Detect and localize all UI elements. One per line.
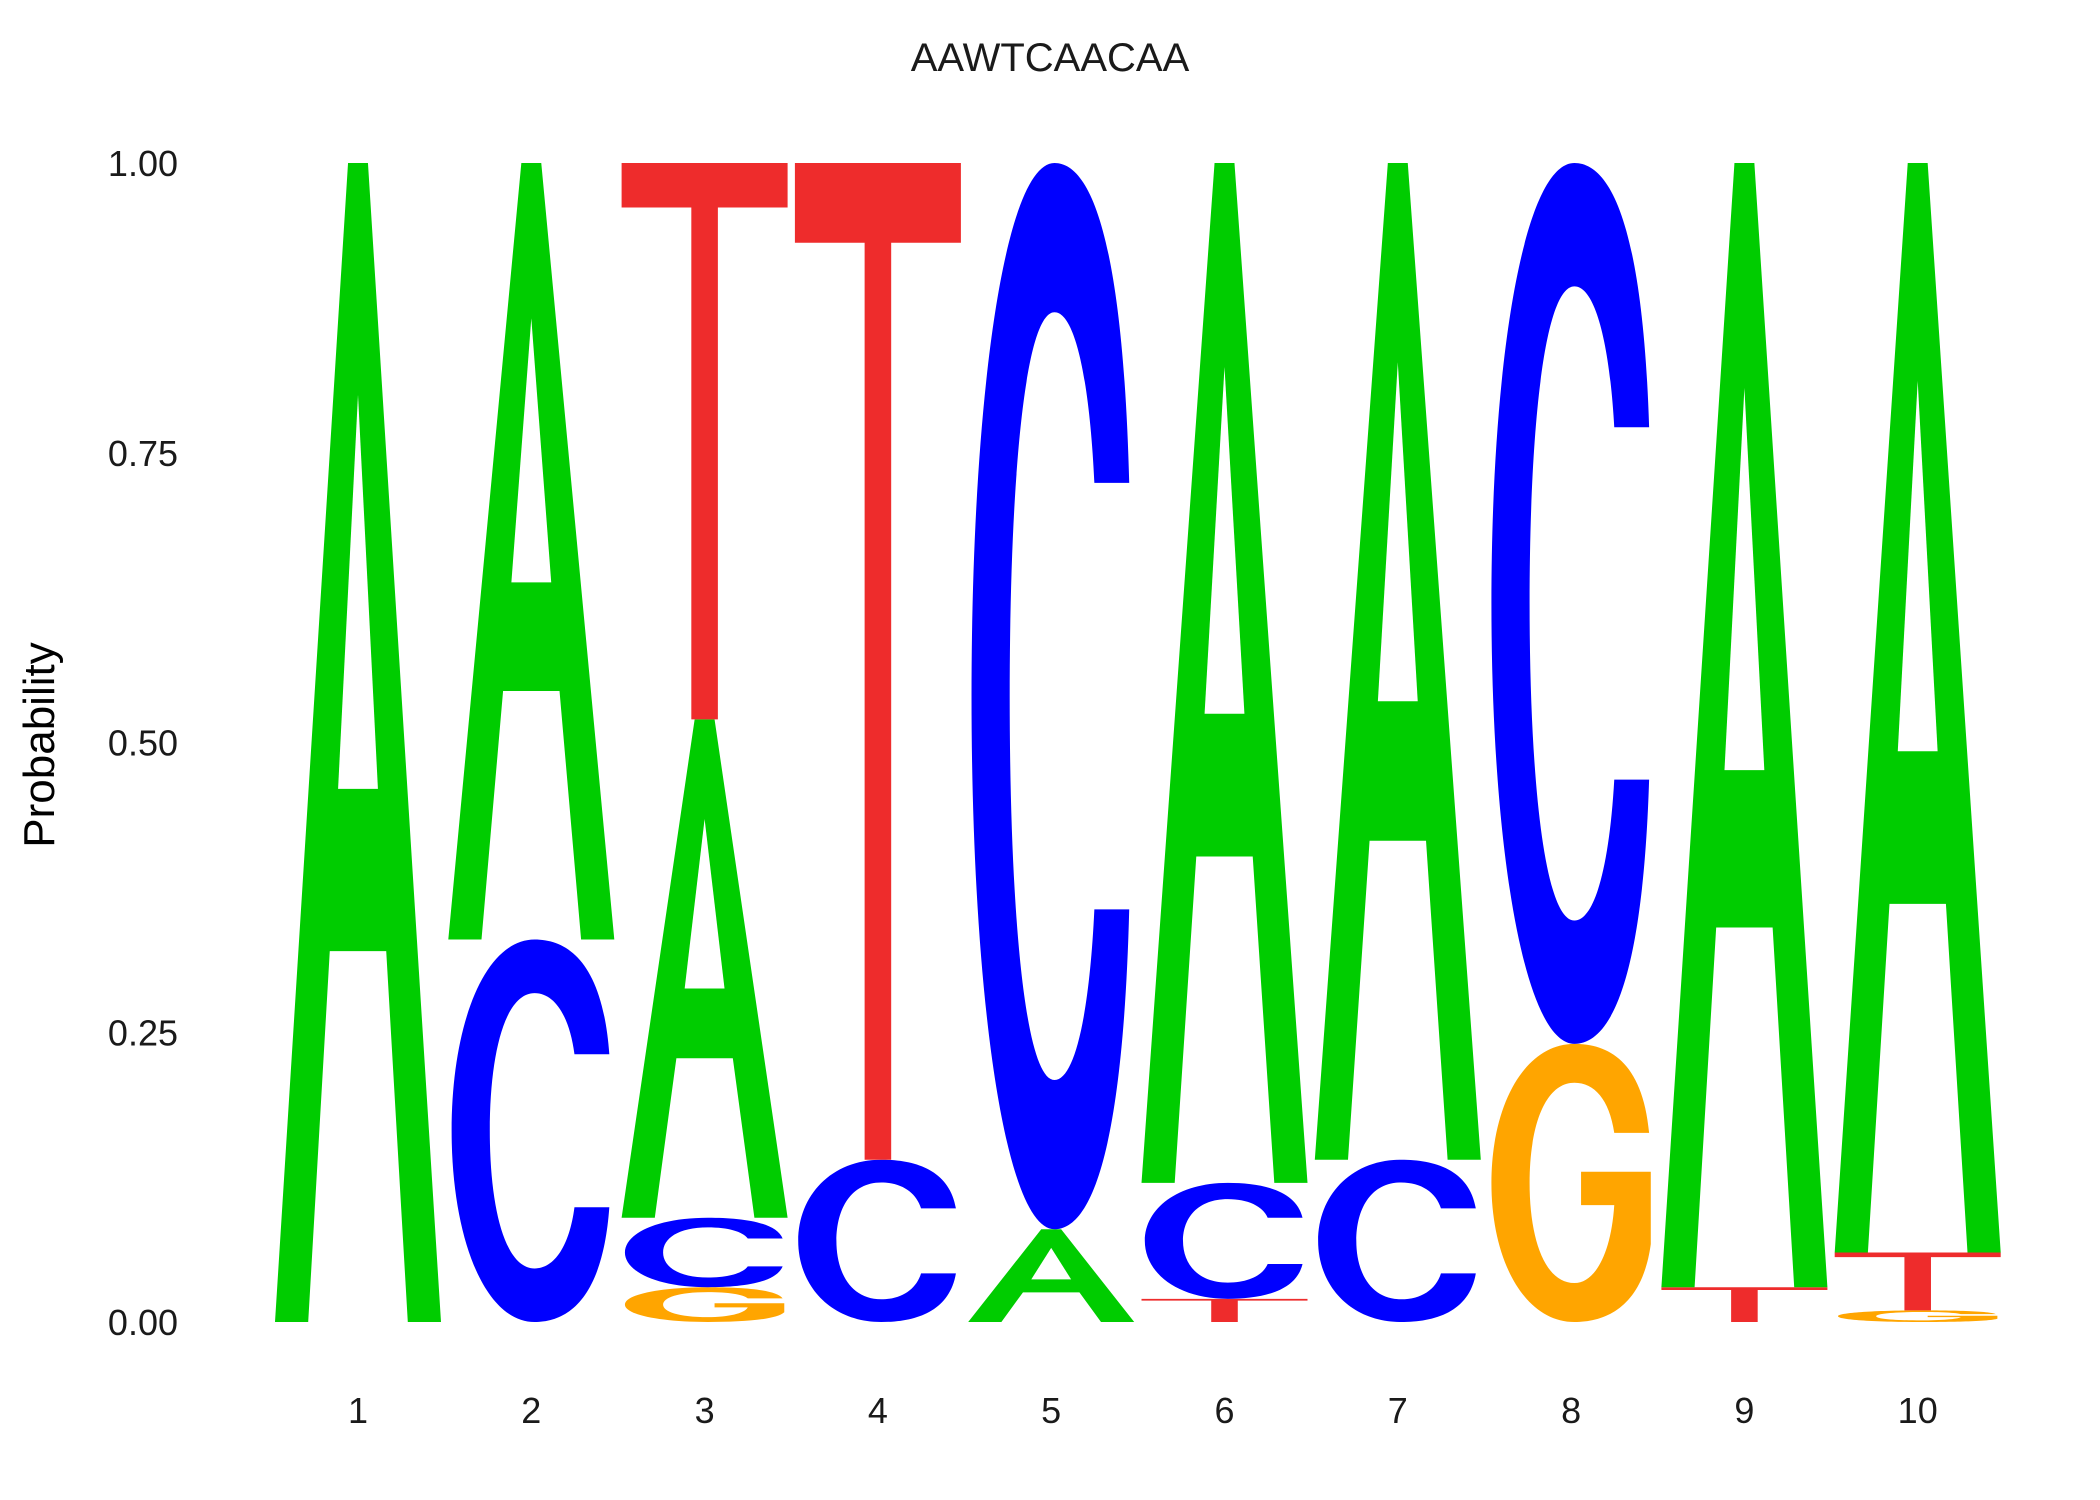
- y-tick-label: 0.50: [108, 723, 178, 764]
- glyph-layer: [275, 163, 2001, 1322]
- glyph-A-pos-7: [1315, 163, 1481, 1160]
- x-tick-label: 2: [521, 1390, 541, 1431]
- glyph-T-pos-6: [1142, 1299, 1308, 1322]
- y-tick-label: 0.25: [108, 1012, 178, 1053]
- glyph-C-pos-3: [625, 1218, 783, 1288]
- glyph-C-pos-5: [972, 163, 1130, 1229]
- glyph-G-pos-3: [625, 1287, 784, 1322]
- glyph-C-pos-7: [1318, 1160, 1476, 1322]
- glyph-A-pos-9: [1661, 163, 1827, 1287]
- glyph-T-pos-4: [795, 163, 961, 1160]
- glyph-T-pos-10: [1835, 1252, 2001, 1310]
- y-axis-ticks: 0.00 0.25 0.50 0.75 1.00: [108, 143, 178, 1343]
- glyph-A-pos-3: [622, 719, 788, 1217]
- glyph-A-pos-1: [275, 163, 441, 1322]
- glyph-T-pos-9: [1661, 1287, 1827, 1322]
- x-tick-label: 6: [1214, 1390, 1234, 1431]
- glyph-G-pos-10: [1838, 1310, 1997, 1322]
- glyph-A-pos-10: [1835, 163, 2001, 1252]
- glyph-T-pos-3: [622, 163, 788, 719]
- y-tick-label: 0.00: [108, 1302, 178, 1343]
- glyph-C-pos-8: [1491, 163, 1649, 1044]
- glyph-C-pos-2: [452, 940, 610, 1322]
- glyph-C-pos-6: [1145, 1183, 1303, 1299]
- x-tick-label: 10: [1898, 1390, 1938, 1431]
- x-tick-label: 4: [868, 1390, 888, 1431]
- glyph-A-pos-6: [1142, 163, 1308, 1183]
- x-tick-label: 8: [1561, 1390, 1581, 1431]
- x-axis-ticks: 1 2 3 4 5 6 7 8 9 10: [348, 1390, 1938, 1431]
- x-tick-label: 5: [1041, 1390, 1061, 1431]
- y-tick-label: 1.00: [108, 143, 178, 184]
- x-tick-label: 3: [695, 1390, 715, 1431]
- x-tick-label: 9: [1734, 1390, 1754, 1431]
- glyph-G-pos-8: [1491, 1044, 1650, 1322]
- glyph-A-pos-2: [448, 163, 614, 940]
- glyph-C-pos-4: [798, 1160, 956, 1322]
- glyph-A-pos-5: [968, 1229, 1134, 1322]
- y-tick-label: 0.75: [108, 433, 178, 474]
- x-tick-label: 1: [348, 1390, 368, 1431]
- x-tick-label: 7: [1388, 1390, 1408, 1431]
